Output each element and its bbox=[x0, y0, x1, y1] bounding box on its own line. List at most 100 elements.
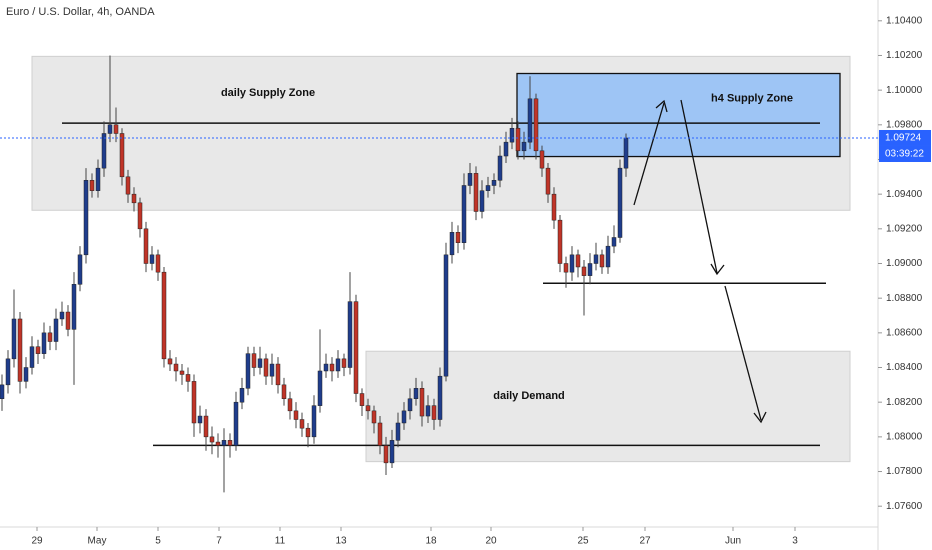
candle-body bbox=[479, 190, 485, 212]
candle-body bbox=[0, 384, 5, 399]
candle-body bbox=[161, 271, 167, 360]
candle-body bbox=[473, 173, 479, 212]
zones: daily Supply Zone h4 Supply Zone daily Dem… bbox=[31, 55, 851, 463]
candle-body bbox=[71, 284, 77, 330]
arrow-head bbox=[655, 99, 668, 113]
y-tick-label: 1.08400 bbox=[886, 362, 923, 373]
candle-body bbox=[95, 167, 101, 191]
candle-body bbox=[29, 346, 35, 368]
candle-body bbox=[365, 405, 371, 412]
arrow bbox=[724, 285, 762, 421]
candle-body bbox=[299, 419, 305, 429]
candle-body bbox=[491, 180, 497, 186]
candle-body bbox=[407, 398, 413, 412]
candle-body bbox=[575, 254, 581, 268]
countdown-label: 03:39:22 bbox=[885, 149, 924, 160]
candle-body bbox=[557, 219, 563, 264]
x-tick-label: 29 bbox=[31, 536, 43, 547]
candle-body bbox=[581, 266, 587, 276]
candle-body bbox=[425, 405, 431, 417]
candle-body bbox=[209, 436, 215, 443]
candle-body bbox=[431, 405, 437, 420]
x-tick-label: 11 bbox=[275, 536, 286, 547]
candle-body bbox=[275, 363, 281, 386]
candle-body bbox=[305, 427, 311, 438]
candle-body bbox=[17, 318, 23, 382]
y-tick-label: 1.08800 bbox=[886, 293, 923, 304]
candle-body bbox=[485, 185, 491, 191]
candle-body bbox=[77, 254, 83, 285]
x-tick-label: May bbox=[88, 536, 107, 547]
candle-body bbox=[539, 150, 545, 169]
arrow-head bbox=[710, 263, 725, 276]
candle-body bbox=[191, 381, 197, 424]
y-tick-label: 1.08600 bbox=[886, 327, 923, 338]
arrows bbox=[633, 99, 767, 424]
axes: 1.104001.102001.100001.098001.096001.094… bbox=[0, 15, 931, 547]
y-tick-label: 1.07800 bbox=[886, 466, 923, 477]
candle-body bbox=[155, 254, 161, 273]
candle-body bbox=[131, 193, 137, 204]
candle-body bbox=[251, 353, 257, 368]
candle-body bbox=[197, 415, 203, 424]
candle-body bbox=[317, 370, 323, 406]
candle-body bbox=[173, 363, 179, 372]
y-tick-label: 1.10200 bbox=[886, 50, 923, 61]
candle-body bbox=[437, 375, 443, 420]
candle-body bbox=[11, 318, 17, 360]
x-tick-label: 18 bbox=[425, 536, 437, 547]
candle-body bbox=[263, 358, 269, 377]
y-tick-label: 1.10400 bbox=[886, 15, 923, 26]
candle-body bbox=[359, 393, 365, 406]
candle-body bbox=[347, 301, 353, 368]
y-tick-label: 1.07600 bbox=[886, 501, 923, 512]
x-tick-label: 27 bbox=[639, 536, 651, 547]
candle-body bbox=[551, 193, 557, 221]
candle-body bbox=[605, 245, 611, 268]
candle-body bbox=[401, 410, 407, 424]
candle-body bbox=[35, 346, 41, 354]
candle-body bbox=[185, 374, 191, 382]
y-tick-label: 1.09200 bbox=[886, 223, 923, 234]
candle-body bbox=[335, 358, 341, 372]
candle-body bbox=[311, 405, 317, 438]
candle-body bbox=[419, 388, 425, 417]
candle-body bbox=[509, 128, 515, 143]
x-tick-label: 13 bbox=[335, 536, 347, 547]
candle-body bbox=[395, 422, 401, 441]
candle-body bbox=[617, 167, 623, 238]
candle-body bbox=[143, 228, 149, 264]
x-tick-label: Jun bbox=[725, 536, 741, 547]
x-tick-label: 20 bbox=[485, 536, 497, 547]
candle-body bbox=[533, 98, 539, 152]
y-tick-label: 1.09400 bbox=[886, 189, 923, 200]
candle-body bbox=[587, 263, 593, 276]
candle-body bbox=[89, 180, 95, 191]
y-tick-label: 1.10000 bbox=[886, 85, 923, 96]
arrow-head bbox=[753, 411, 767, 424]
candle-body bbox=[107, 124, 113, 134]
candle-body bbox=[527, 98, 533, 143]
candle-body bbox=[83, 180, 89, 256]
candle-body bbox=[167, 358, 173, 365]
candle-body bbox=[329, 363, 335, 372]
candle-body bbox=[593, 254, 599, 264]
candle-body bbox=[521, 141, 527, 152]
candle-body bbox=[371, 410, 377, 424]
candle-body bbox=[239, 388, 245, 403]
last-price-label: 1.09724 bbox=[885, 133, 922, 144]
zone-label: daily Demand bbox=[493, 390, 565, 402]
candle-body bbox=[257, 358, 263, 368]
candle-body bbox=[287, 398, 293, 412]
y-tick-label: 1.08200 bbox=[886, 397, 923, 408]
candle-body bbox=[563, 263, 569, 273]
candle-body bbox=[245, 353, 251, 389]
x-tick-label: 5 bbox=[155, 536, 161, 547]
y-tick-label: 1.09800 bbox=[886, 119, 923, 130]
y-tick-label: 1.08000 bbox=[886, 431, 923, 442]
x-tick-label: 25 bbox=[577, 536, 589, 547]
candle-body bbox=[623, 137, 629, 169]
candle-body bbox=[383, 445, 389, 464]
x-tick-label: 7 bbox=[216, 536, 222, 547]
candle-body bbox=[461, 185, 467, 243]
